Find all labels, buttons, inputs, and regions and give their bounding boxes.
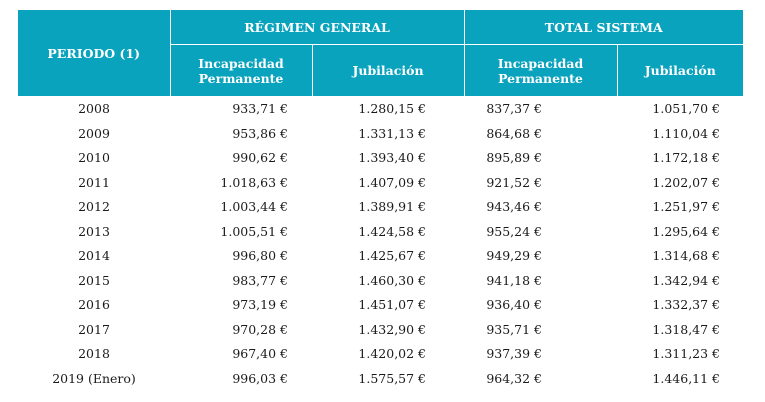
ts-jubilacion-cell: 1.251,97 € <box>652 199 721 215</box>
header-rg-jubilacion: Jubilación <box>311 44 465 97</box>
ts-jubilacion-cell: 1.295,64 € <box>652 223 721 239</box>
rg-jubilacion-cell: 1.393,40 € <box>358 150 426 166</box>
table-row: 2017 970,28 € 1.432,90 € 935,71 € 1.318,47 € <box>18 318 743 343</box>
period-cell: 2012 <box>78 199 110 215</box>
period-cell: 2010 <box>78 150 110 166</box>
period-cell: 2008 <box>78 101 110 117</box>
pension-table: PERIODO (1) RÉGIMEN GENERAL TOTAL SISTEM… <box>18 10 744 392</box>
ts-jubilacion-cell: 1.202,07 € <box>652 174 721 190</box>
rg-incapacidad-cell: 990,62 € <box>232 150 288 166</box>
rg-jubilacion-cell: 1.407,09 € <box>358 174 426 190</box>
ts-jubilacion-cell: 1.051,70 € <box>652 101 721 117</box>
table-row: 2012 1.003,44 € 1.389,91 € 943,46 € 1.251,97… <box>18 195 743 220</box>
rg-incapacidad-cell: 996,80 € <box>232 248 288 264</box>
rg-incapacidad-cell: 970,28 € <box>232 321 288 337</box>
ts-jubilacion-cell: 1.314,68 € <box>652 248 721 264</box>
header-period: PERIODO (1) <box>18 10 171 97</box>
ts-incapacidad-cell: 921,52 € <box>486 174 542 190</box>
period-cell: 2009 <box>78 125 110 141</box>
header-line: Incapacidad <box>497 55 584 71</box>
header-line: Permanente <box>498 70 583 86</box>
rg-incapacidad-cell: 1.005,51 € <box>220 223 288 239</box>
table-row: 2015 983,77 € 1.460,30 € 941,18 € 1.342,94 € <box>18 269 743 294</box>
ts-incapacidad-cell: 895,89 € <box>486 150 542 166</box>
period-cell: 2011 <box>78 174 110 190</box>
ts-incapacidad-cell: 949,29 € <box>486 248 542 264</box>
header-regimen-general: RÉGIMEN GENERAL <box>169 10 465 46</box>
period-cell: 2013 <box>78 223 110 239</box>
period-cell: 2016 <box>78 297 110 313</box>
ts-incapacidad-cell: 837,37 € <box>486 101 542 117</box>
ts-incapacidad-cell: 937,39 € <box>486 346 542 362</box>
rg-incapacidad-cell: 1.003,44 € <box>220 199 288 215</box>
ts-incapacidad-cell: 941,18 € <box>486 272 542 288</box>
table-row: 2018 967,40 € 1.420,02 € 937,39 € 1.311,23 € <box>18 342 743 367</box>
period-cell: 2015 <box>78 272 110 288</box>
rg-incapacidad-cell: 996,03 € <box>232 370 288 386</box>
ts-jubilacion-cell: 1.172,18 € <box>652 150 721 166</box>
ts-jubilacion-cell: 1.342,94 € <box>652 272 721 288</box>
header-ts-incapacidad: Incapacidad Permanente <box>463 44 618 97</box>
rg-jubilacion-cell: 1.451,07 € <box>358 297 426 313</box>
table-header: PERIODO (1) RÉGIMEN GENERAL TOTAL SISTEM… <box>18 10 744 97</box>
table-row: 2014 996,80 € 1.425,67 € 949,29 € 1.314,68 € <box>18 244 743 269</box>
rg-jubilacion-cell: 1.425,67 € <box>358 248 426 264</box>
rg-jubilacion-cell: 1.389,91 € <box>358 199 426 215</box>
rg-incapacidad-cell: 983,77 € <box>232 272 288 288</box>
table-row: 2010 990,62 € 1.393,40 € 895,89 € 1.172,18 € <box>18 146 743 171</box>
period-cell: 2014 <box>78 248 110 264</box>
rg-incapacidad-cell: 953,86 € <box>232 125 288 141</box>
period-cell: 2017 <box>78 321 110 337</box>
rg-incapacidad-cell: 933,71 € <box>232 101 288 117</box>
header-rg-incapacidad: Incapacidad Permanente <box>170 44 313 97</box>
ts-incapacidad-cell: 935,71 € <box>486 321 542 337</box>
table-row: 2008 933,71 € 1.280,15 € 837,37 € 1.051,70 € <box>18 97 743 122</box>
period-cell: 2019 (Enero) <box>52 370 136 386</box>
rg-jubilacion-cell: 1.432,90 € <box>358 321 426 337</box>
period-cell: 2018 <box>78 346 110 362</box>
table-row: 2011 1.018,63 € 1.407,09 € 921,52 € 1.202,07… <box>18 171 743 196</box>
header-ts-jubilacion: Jubilación <box>616 44 744 97</box>
ts-jubilacion-cell: 1.332,37 € <box>652 297 721 313</box>
table-row: 2016 973,19 € 1.451,07 € 936,40 € 1.332,37 € <box>18 293 743 318</box>
rg-incapacidad-cell: 1.018,63 € <box>220 174 288 190</box>
rg-incapacidad-cell: 967,40 € <box>232 346 288 362</box>
header-line: Permanente <box>198 70 284 86</box>
table-row: 2019 (Enero) 996,03 € 1.575,57 € 964,32 € 1.… <box>18 367 743 392</box>
ts-incapacidad-cell: 964,32 € <box>486 370 542 386</box>
rg-jubilacion-cell: 1.420,02 € <box>358 346 426 362</box>
rg-jubilacion-cell: 1.280,15 € <box>358 101 426 117</box>
table-row: 2009 953,86 € 1.331,13 € 864,68 € 1.110,04 € <box>18 122 743 147</box>
ts-jubilacion-cell: 1.318,47 € <box>652 321 721 337</box>
ts-jubilacion-cell: 1.446,11 € <box>652 370 721 386</box>
rg-jubilacion-cell: 1.575,57 € <box>358 370 426 386</box>
ts-incapacidad-cell: 864,68 € <box>486 125 542 141</box>
header-line: Incapacidad <box>198 55 284 71</box>
header-total-sistema: TOTAL SISTEMA <box>463 10 744 46</box>
ts-incapacidad-cell: 955,24 € <box>486 223 542 239</box>
rg-incapacidad-cell: 973,19 € <box>232 297 288 313</box>
rg-jubilacion-cell: 1.424,58 € <box>358 223 426 239</box>
ts-jubilacion-cell: 1.110,04 € <box>652 125 721 141</box>
table-body: 2008 933,71 € 1.280,15 € 837,37 € 1.051,70 €… <box>18 97 743 392</box>
rg-jubilacion-cell: 1.460,30 € <box>358 272 426 288</box>
ts-jubilacion-cell: 1.311,23 € <box>652 346 721 362</box>
ts-incapacidad-cell: 943,46 € <box>486 199 542 215</box>
ts-incapacidad-cell: 936,40 € <box>486 297 542 313</box>
table-row: 2013 1.005,51 € 1.424,58 € 955,24 € 1.295,64… <box>18 220 743 245</box>
rg-jubilacion-cell: 1.331,13 € <box>358 125 426 141</box>
